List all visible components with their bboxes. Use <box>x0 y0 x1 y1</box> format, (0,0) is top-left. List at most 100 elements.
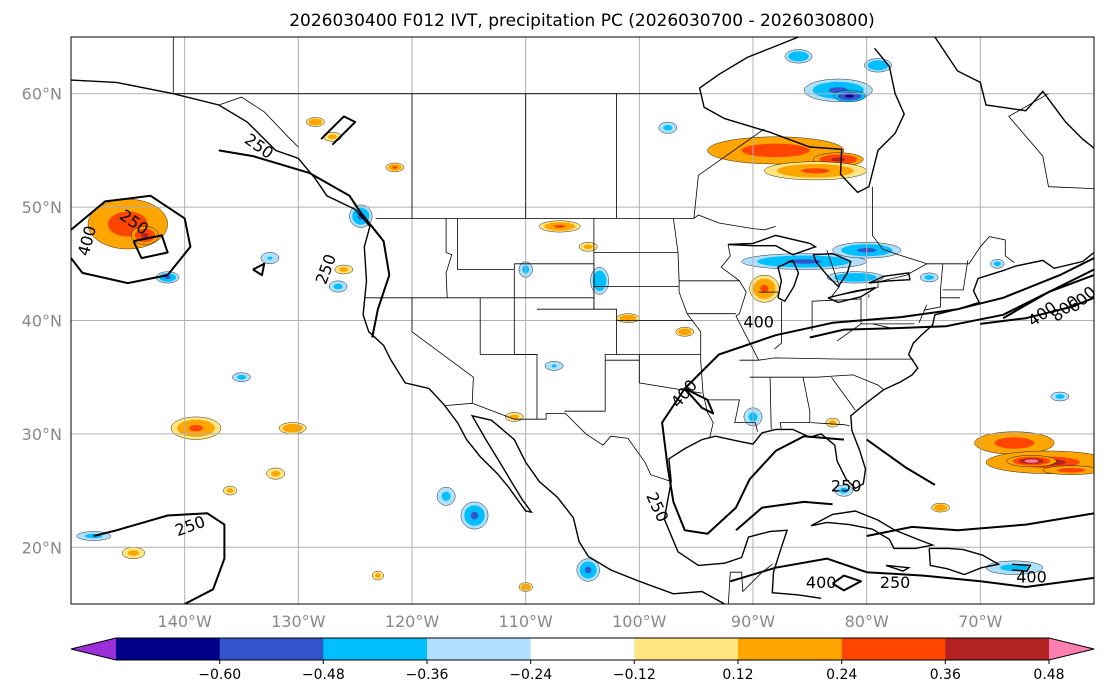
y-tick-labels: 20°N 30°N 40°N 50°N 60°N <box>22 85 62 558</box>
pc-patch <box>376 574 380 578</box>
y-tick-label: 60°N <box>22 85 62 104</box>
coastline <box>812 252 852 288</box>
map-frame <box>70 36 1095 605</box>
pc-patch <box>831 157 846 162</box>
colorbar-segment <box>116 638 221 660</box>
border-line <box>1008 93 1094 190</box>
border-line <box>836 323 862 342</box>
pc-patch <box>1024 459 1039 463</box>
contour-label: 400 <box>743 312 774 331</box>
border-line <box>693 128 765 219</box>
pc-patch <box>130 551 137 555</box>
border-line <box>411 297 474 404</box>
pc-patch <box>228 489 233 493</box>
pc-patch <box>267 256 273 260</box>
x-tick-label: 110°W <box>499 612 554 631</box>
colorbar-label: −0.48 <box>302 667 345 683</box>
pc-patch <box>995 262 1000 266</box>
border-line <box>445 218 453 298</box>
pc-patch <box>585 566 592 574</box>
contour-label: 400 <box>806 573 837 592</box>
coastline <box>827 286 877 304</box>
ivt-contour <box>832 574 862 592</box>
ivt-contour <box>980 296 1094 325</box>
ivt-contour <box>684 387 715 415</box>
pc-patch <box>116 217 139 232</box>
colorbar-label: 0.48 <box>1033 667 1064 683</box>
border-line <box>444 402 672 482</box>
coastline <box>868 272 911 284</box>
pc-patch <box>1006 565 1023 570</box>
pc-patch <box>665 126 671 130</box>
pc-patch <box>926 275 932 279</box>
pc-patch <box>585 245 591 249</box>
x-tick-label: 90°W <box>731 612 775 631</box>
coastline <box>777 259 800 303</box>
pc-patch <box>341 268 347 271</box>
colorbar-segment <box>530 638 635 660</box>
colorbar-segment <box>841 638 946 660</box>
pc-patch <box>239 375 244 379</box>
y-tick-label: 40°N <box>22 312 62 331</box>
border-line <box>779 377 811 431</box>
border-line <box>860 297 915 325</box>
coastline <box>668 251 1094 490</box>
colorbar-segment <box>634 638 739 660</box>
ivt-contour <box>1002 274 1094 320</box>
pc-patch <box>938 506 943 510</box>
ivt-contour <box>320 115 357 146</box>
pc-patch <box>794 54 803 59</box>
y-tick-label: 20°N <box>22 538 62 557</box>
colorbar-label: −0.12 <box>613 667 656 683</box>
pc-patch <box>801 168 830 174</box>
pc-patch <box>164 275 171 279</box>
coastline <box>885 564 911 572</box>
border-line <box>218 96 299 148</box>
pc-patch <box>786 259 822 264</box>
border-line <box>774 301 782 350</box>
colorbar <box>70 637 1095 661</box>
pc-patch <box>141 232 149 238</box>
border-line <box>812 298 862 302</box>
border-line <box>707 399 758 432</box>
border-line <box>810 422 850 427</box>
pc-patch <box>847 275 864 279</box>
pc-patch <box>597 277 603 285</box>
border-line <box>693 214 776 231</box>
pc-patch <box>1003 439 1026 447</box>
ivt-contour <box>730 557 1094 588</box>
pc-patch <box>288 426 297 430</box>
coastline <box>698 37 905 194</box>
colorbar-segment <box>427 638 532 660</box>
x-tick-label: 140°W <box>158 612 213 631</box>
pc-patch <box>830 421 835 425</box>
colorbar-segment <box>219 638 324 660</box>
pc-patch <box>273 472 279 476</box>
coastline <box>934 37 1094 149</box>
ivt-contour <box>661 387 844 535</box>
colorbar-outline <box>70 637 1095 661</box>
colorbar-label: −0.60 <box>198 667 241 683</box>
pc-patch <box>624 316 632 320</box>
x-tick-label: 130°W <box>271 612 326 631</box>
colorbar-label: 0.12 <box>722 667 753 683</box>
colorbar-extend-low <box>71 638 116 660</box>
colorbar-label: −0.24 <box>509 667 552 683</box>
pc-patch <box>760 284 769 293</box>
contour-label: 250 <box>880 573 911 592</box>
coastline <box>663 481 822 599</box>
border-line <box>638 354 702 394</box>
border-line <box>872 186 928 265</box>
x-tick-label: 100°W <box>612 612 667 631</box>
ivt-contour <box>866 438 936 486</box>
pc-patch <box>1063 468 1080 472</box>
pc-patch <box>1057 395 1063 398</box>
pc-patch <box>189 425 203 432</box>
coastline <box>71 79 174 95</box>
pc-patch <box>329 135 335 139</box>
ivt-contour <box>71 194 192 285</box>
coastlines <box>71 37 1094 604</box>
colorbar-label: −0.36 <box>406 667 449 683</box>
pc-patch <box>554 224 566 228</box>
